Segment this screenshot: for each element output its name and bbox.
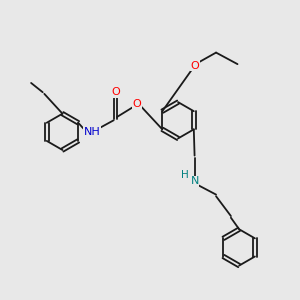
Text: O: O — [132, 99, 141, 109]
Text: O: O — [111, 87, 120, 97]
Text: H: H — [182, 170, 189, 180]
Text: N: N — [190, 176, 199, 186]
Text: O: O — [190, 61, 199, 71]
Text: NH: NH — [84, 127, 100, 137]
